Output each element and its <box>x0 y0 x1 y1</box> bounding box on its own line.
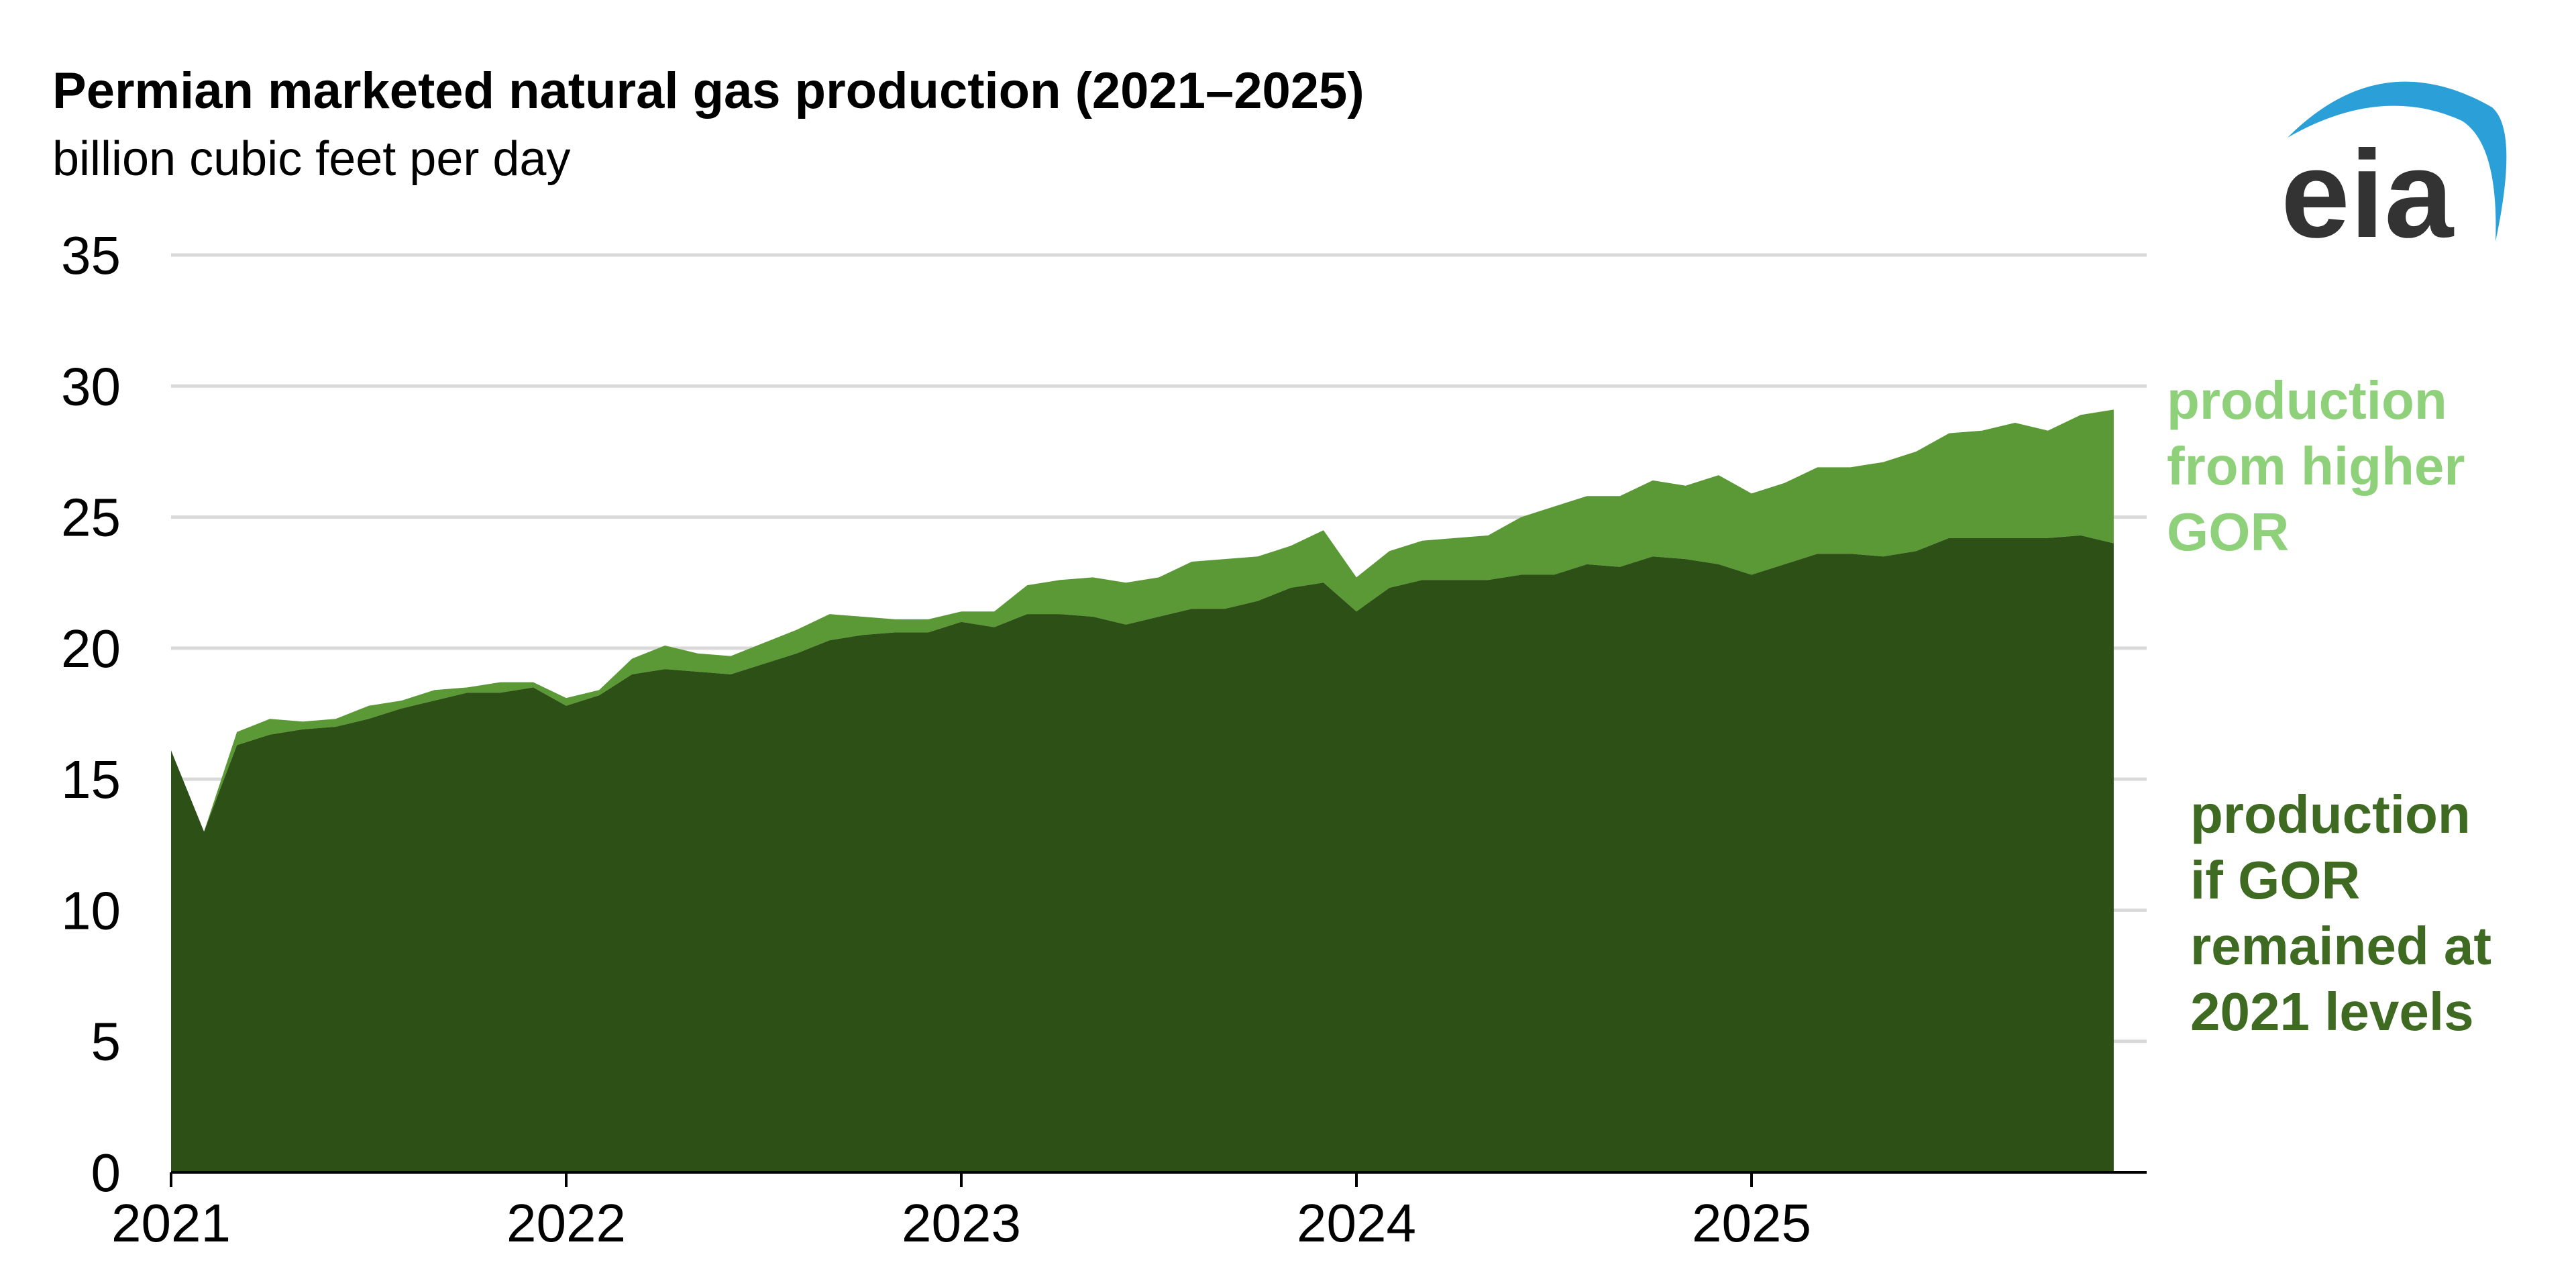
x-tick-labels: 2021 2022 2023 2024 2025 <box>111 1193 1811 1253</box>
legend-higher-line: from higher <box>2167 436 2465 496</box>
logo-text: eia <box>2281 125 2455 258</box>
legend-higher-line: GOR <box>2167 502 2290 562</box>
chart-title: Permian marketed natural gas production … <box>52 62 1364 119</box>
chart-subtitle: billion cubic feet per day <box>52 132 571 186</box>
y-tick-label: 15 <box>61 750 121 809</box>
legend-base-line: 2021 levels <box>2190 982 2474 1041</box>
x-axis <box>170 1171 2147 1187</box>
series-area-base-gor <box>171 535 2114 1172</box>
eia-logo: eia <box>2281 81 2507 258</box>
series-area-higher-gor <box>171 409 2114 832</box>
x-tick-label: 2022 <box>506 1193 626 1253</box>
x-tick-label: 2023 <box>902 1193 1021 1253</box>
y-tick-label: 25 <box>61 488 121 548</box>
y-tick-label: 10 <box>61 880 121 940</box>
y-tick-label: 0 <box>91 1143 121 1203</box>
x-tick-label: 2021 <box>111 1193 231 1253</box>
x-tick-label: 2024 <box>1297 1193 1416 1253</box>
y-axis: 0 5 10 15 20 25 30 35 <box>61 225 121 1203</box>
y-tick-label: 35 <box>61 225 121 285</box>
y-tick-label: 30 <box>61 356 121 416</box>
chart-areas <box>171 409 2114 1172</box>
legend-base-line: if GOR <box>2190 850 2361 910</box>
x-tick-label: 2025 <box>1692 1193 1811 1253</box>
y-tick-label: 5 <box>91 1012 121 1072</box>
legend-base-line: remained at <box>2190 916 2492 976</box>
legend-base-line: production <box>2190 784 2471 844</box>
y-tick-label: 20 <box>61 619 121 678</box>
legend-higher-gor: production from higher GOR <box>2167 368 2465 565</box>
legend-base-gor: production if GOR remained at 2021 level… <box>2190 782 2491 1045</box>
legend-higher-line: production <box>2167 370 2447 430</box>
